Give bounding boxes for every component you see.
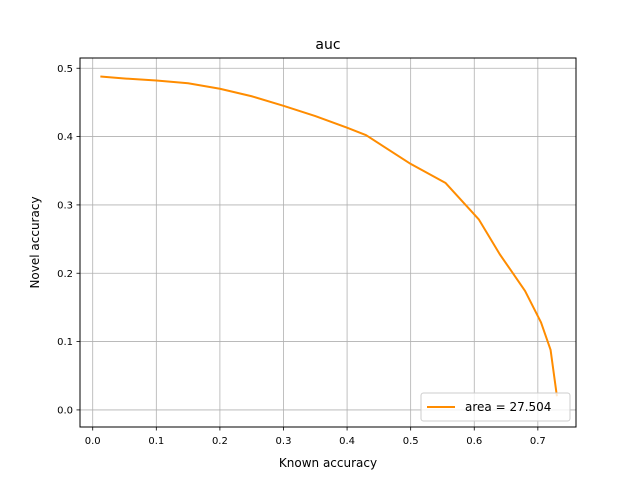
x-tick-label: 0.5 <box>403 436 419 447</box>
x-axis-ticks: 0.0 0.1 0.2 0.3 0.4 0.5 0.6 0.7 <box>85 427 546 447</box>
x-axis-label: Known accuracy <box>279 456 377 470</box>
grid <box>80 58 576 427</box>
legend-box <box>420 392 571 422</box>
y-axis-label: Novel accuracy <box>28 196 42 288</box>
series-lines <box>100 75 558 397</box>
legend-label: area = 27.504 <box>465 400 551 414</box>
y-axis-ticks: 0.0 0.1 0.2 0.3 0.4 0.5 <box>57 64 80 416</box>
y-tick-label: 0.5 <box>57 64 73 75</box>
x-tick-label: 0.0 <box>85 436 101 447</box>
y-tick-label: 0.3 <box>57 200 73 211</box>
x-tick-label: 0.7 <box>530 436 546 447</box>
y-tick-label: 0.4 <box>57 132 73 143</box>
x-tick-label: 0.4 <box>339 436 355 447</box>
axes-frame <box>79 57 577 428</box>
y-tick-label: 0.0 <box>57 405 73 416</box>
x-tick-label: 0.6 <box>466 436 482 447</box>
x-tick-label: 0.2 <box>212 436 228 447</box>
y-tick-label: 0.2 <box>57 269 73 280</box>
chart-title: auc <box>315 37 340 53</box>
y-tick-label: 0.1 <box>57 337 73 348</box>
series-line-0 <box>100 75 558 397</box>
x-tick-label: 0.1 <box>148 436 164 447</box>
legend: area = 27.504 <box>420 392 571 422</box>
x-tick-label: 0.3 <box>276 436 292 447</box>
